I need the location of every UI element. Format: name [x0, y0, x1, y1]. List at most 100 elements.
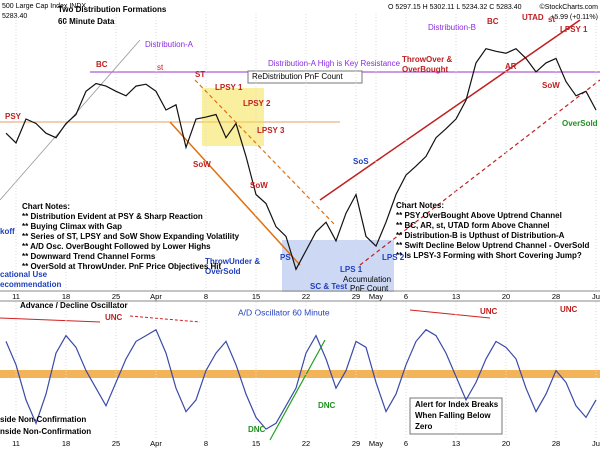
accumulation-box — [282, 240, 394, 292]
x-tick-label: 28 — [552, 292, 560, 301]
chart-note: ** Buying Climax with Gap — [22, 222, 122, 231]
annotation: Accumulation — [343, 275, 391, 284]
annotation: PnF Count — [350, 284, 389, 293]
annotation: UNC — [480, 307, 498, 316]
annotation: OverSold — [205, 267, 241, 276]
x-tick-label: 22 — [302, 292, 310, 301]
annotation: LPS 1 — [340, 265, 363, 274]
index-name: 500 Large Cap Index INDX — [2, 3, 86, 10]
annotation: OverSold — [562, 119, 598, 128]
annotation: UTAD — [522, 13, 544, 22]
chart-note: Chart Notes: — [396, 201, 444, 210]
annotation: UNC — [560, 305, 578, 314]
annotation: PS — [280, 253, 291, 262]
x-tick-label: 18 — [62, 292, 70, 301]
annotation: LPSY 3 — [257, 126, 285, 135]
annotation: Distribution-B — [428, 23, 476, 32]
x-tick-label: Apr — [150, 292, 162, 301]
annotation: When Falling Below — [415, 411, 491, 420]
channel-line — [194, 79, 336, 226]
annotation: koff — [0, 227, 15, 236]
x-tick-label: 15 — [252, 439, 260, 448]
annotation: DNC — [248, 425, 266, 434]
divergence-line — [269, 339, 326, 441]
annotation: ThrowOver & — [402, 55, 452, 64]
annotation: side Non-Confirmation — [0, 415, 86, 424]
x-tick-label: Ju — [592, 439, 600, 448]
panel-title: Advance / Decline Oscillator — [20, 301, 128, 310]
annotation: Alert for Index Breaks — [415, 400, 499, 409]
annotation: SoW — [193, 160, 211, 169]
annotation: SoS — [353, 157, 369, 166]
last-price: 5283.40 — [2, 13, 27, 20]
data-line — [5, 328, 597, 430]
annotation: ReDistribution PnF Count — [252, 72, 343, 81]
uptrend-line — [319, 19, 581, 201]
annotation: LPSY 2 — [243, 99, 271, 108]
label-box — [247, 70, 363, 84]
annotation: BC — [96, 60, 108, 69]
annotation: Distribution-A — [145, 40, 194, 49]
x-tick-label: 6 — [404, 292, 408, 301]
annotation: OverBought — [402, 65, 449, 74]
chart-note: ** Distribution Evident at PSY & Sharp R… — [22, 212, 203, 221]
annotation: AR — [505, 62, 517, 71]
x-tick-label: 20 — [502, 292, 510, 301]
x-tick-label: 8 — [204, 439, 208, 448]
x-tick-label: 29 — [352, 439, 360, 448]
x-tick-label: Apr — [150, 439, 162, 448]
x-tick-label: 11 — [12, 292, 20, 301]
annotation: SoW — [542, 81, 560, 90]
annotation: Zero — [415, 422, 432, 431]
x-tick-label: 25 — [112, 439, 120, 448]
annotation: PSY — [5, 112, 22, 121]
chart-note: ** PSY OverBought Above Uptrend Channel — [396, 211, 562, 220]
source: ©StockCharts.com — [540, 3, 599, 11]
data-line — [5, 47, 597, 271]
x-tick-label: 13 — [452, 292, 460, 301]
x-tick-label: 18 — [62, 439, 70, 448]
x-tick-label: 29 — [352, 292, 360, 301]
x-tick-label: 8 — [204, 292, 208, 301]
annotation: Distribution-A High is Key Resistance — [268, 59, 401, 68]
annotation: st — [548, 15, 555, 24]
change: +5.99 (+0.11%) — [550, 14, 598, 21]
chart-note: ** OverSold at ThrowUnder. PnF Price Obj… — [22, 262, 222, 271]
x-tick-label: 13 — [452, 439, 460, 448]
x-tick-label: 28 — [552, 439, 560, 448]
chart-note: ** BC, AR, st, UTAD form Above Channel — [396, 221, 550, 230]
x-tick-label: 6 — [404, 439, 408, 448]
annotation: cational Use — [0, 270, 48, 279]
divergence-line — [409, 309, 491, 319]
chart-title: Two Distribution Formations — [58, 5, 167, 14]
channel-line — [169, 121, 301, 266]
chart-note: ** A/D Osc. OverBought Followed by Lower… — [22, 242, 211, 251]
annotation: st — [157, 63, 164, 72]
chart-note: ** Is LPSY-3 Forming with Short Covering… — [396, 251, 582, 260]
x-tick-label: 15 — [252, 292, 260, 301]
chart-subtitle: 60 Minute Data — [58, 17, 115, 26]
x-tick-label: 11 — [12, 439, 20, 448]
uptrend-line — [359, 79, 600, 266]
chart-note: ** Distribution-B is Upthust of Distribu… — [396, 231, 565, 240]
annotation: BC — [487, 17, 499, 26]
quote: O 5297.15 H 5302.11 L 5234.32 C 5283.40 — [388, 4, 522, 11]
annotation: LPSY 1 — [560, 25, 588, 34]
chart-note: Chart Notes: — [22, 202, 70, 211]
panel-subtitle: A/D Oscillator 60 Minute — [238, 307, 330, 317]
annotation: DNC — [318, 401, 336, 410]
x-tick-label: May — [369, 439, 383, 448]
annotation: ST — [195, 70, 205, 79]
chart-note: ** Series of ST, LPSY and SoW Show Expan… — [22, 232, 240, 241]
x-tick-label: 22 — [302, 439, 310, 448]
x-tick-label: 20 — [502, 439, 510, 448]
chart-note: ** Downward Trend Channel Forms — [22, 252, 156, 261]
annotation: ThrowUnder & — [205, 257, 260, 266]
annotation: ecommendation — [0, 280, 61, 289]
annotation: LPS 2 — [382, 253, 405, 262]
divergence-line — [129, 315, 201, 323]
annotation: nside Non-Confirmation — [0, 427, 91, 436]
annotation: SC & Test — [310, 282, 348, 291]
x-tick-label: Ju — [592, 292, 600, 301]
